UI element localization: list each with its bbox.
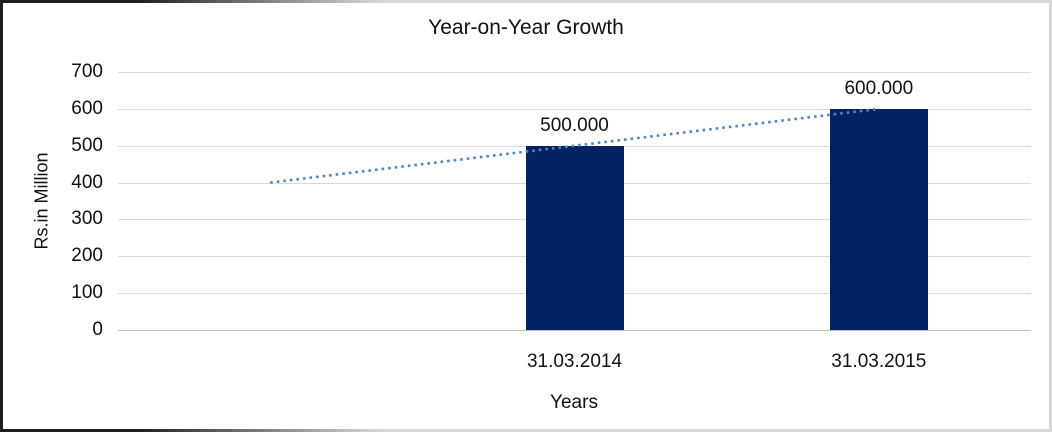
y-tick-label: 600: [71, 97, 103, 119]
y-tick-label: 200: [71, 245, 103, 267]
y-tick-label: 100: [71, 282, 103, 304]
bar-31.03.2015: [829, 108, 928, 330]
x-axis-title: Years: [550, 392, 598, 413]
x-tick-label: 31.03.2015: [831, 351, 927, 372]
chart-title: Year-on-Year Growth: [428, 16, 624, 39]
y-tick-label: 400: [71, 171, 103, 193]
bar-value-label: 500.000: [540, 114, 609, 136]
x-tick-label: 31.03.2014: [526, 351, 623, 372]
bar-value-label: 600.000: [844, 77, 914, 99]
y-tick-label: 500: [71, 134, 103, 156]
y-tick-label: 700: [71, 61, 103, 82]
bar-31.03.2014: [525, 145, 624, 330]
gridline: [118, 72, 1031, 73]
x-axis-line: [118, 330, 1031, 331]
y-tick-label: 300: [71, 208, 103, 230]
plot-area: [118, 72, 1031, 331]
y-tick-label: 0: [92, 319, 103, 340]
y-axis-title: Rs.in Million: [31, 152, 52, 250]
